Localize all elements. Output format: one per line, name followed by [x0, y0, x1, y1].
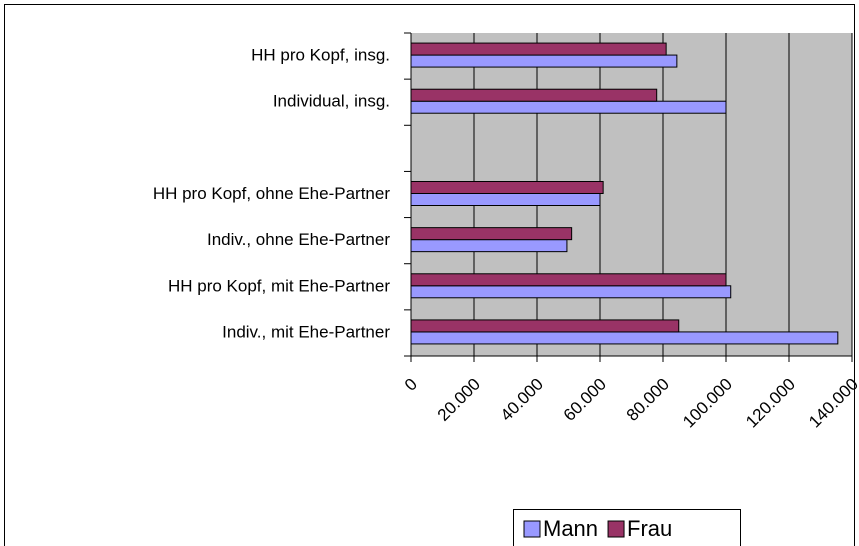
- legend-label: Mann: [543, 516, 598, 541]
- bar: [410, 319, 680, 333]
- bar: [410, 88, 658, 102]
- y-tick-label: Indiv., ohne Ehe-Partner: [207, 230, 390, 249]
- bar: [410, 239, 568, 253]
- legend-swatch: [523, 520, 541, 538]
- legend-box: [513, 509, 741, 546]
- bar: [410, 285, 732, 299]
- legend-swatch: [607, 520, 625, 538]
- bar: [410, 273, 727, 287]
- bar: [410, 227, 573, 241]
- chart-frame: [4, 4, 855, 546]
- legend-label: Frau: [627, 516, 672, 541]
- y-tick-label: HH pro Kopf, mit Ehe-Partner: [168, 276, 390, 295]
- bar: [410, 42, 667, 56]
- y-tick-label: HH pro Kopf, insg.: [251, 46, 390, 65]
- y-tick-label: Indiv., mit Ehe-Partner: [222, 322, 390, 341]
- bar: [410, 331, 839, 345]
- bar: [410, 100, 727, 114]
- bar: [410, 54, 678, 68]
- bar: [410, 193, 601, 206]
- y-tick-label: HH pro Kopf, ohne Ehe-Partner: [153, 184, 391, 203]
- bar: [410, 181, 604, 194]
- y-tick-label: Individual, insg.: [273, 92, 390, 111]
